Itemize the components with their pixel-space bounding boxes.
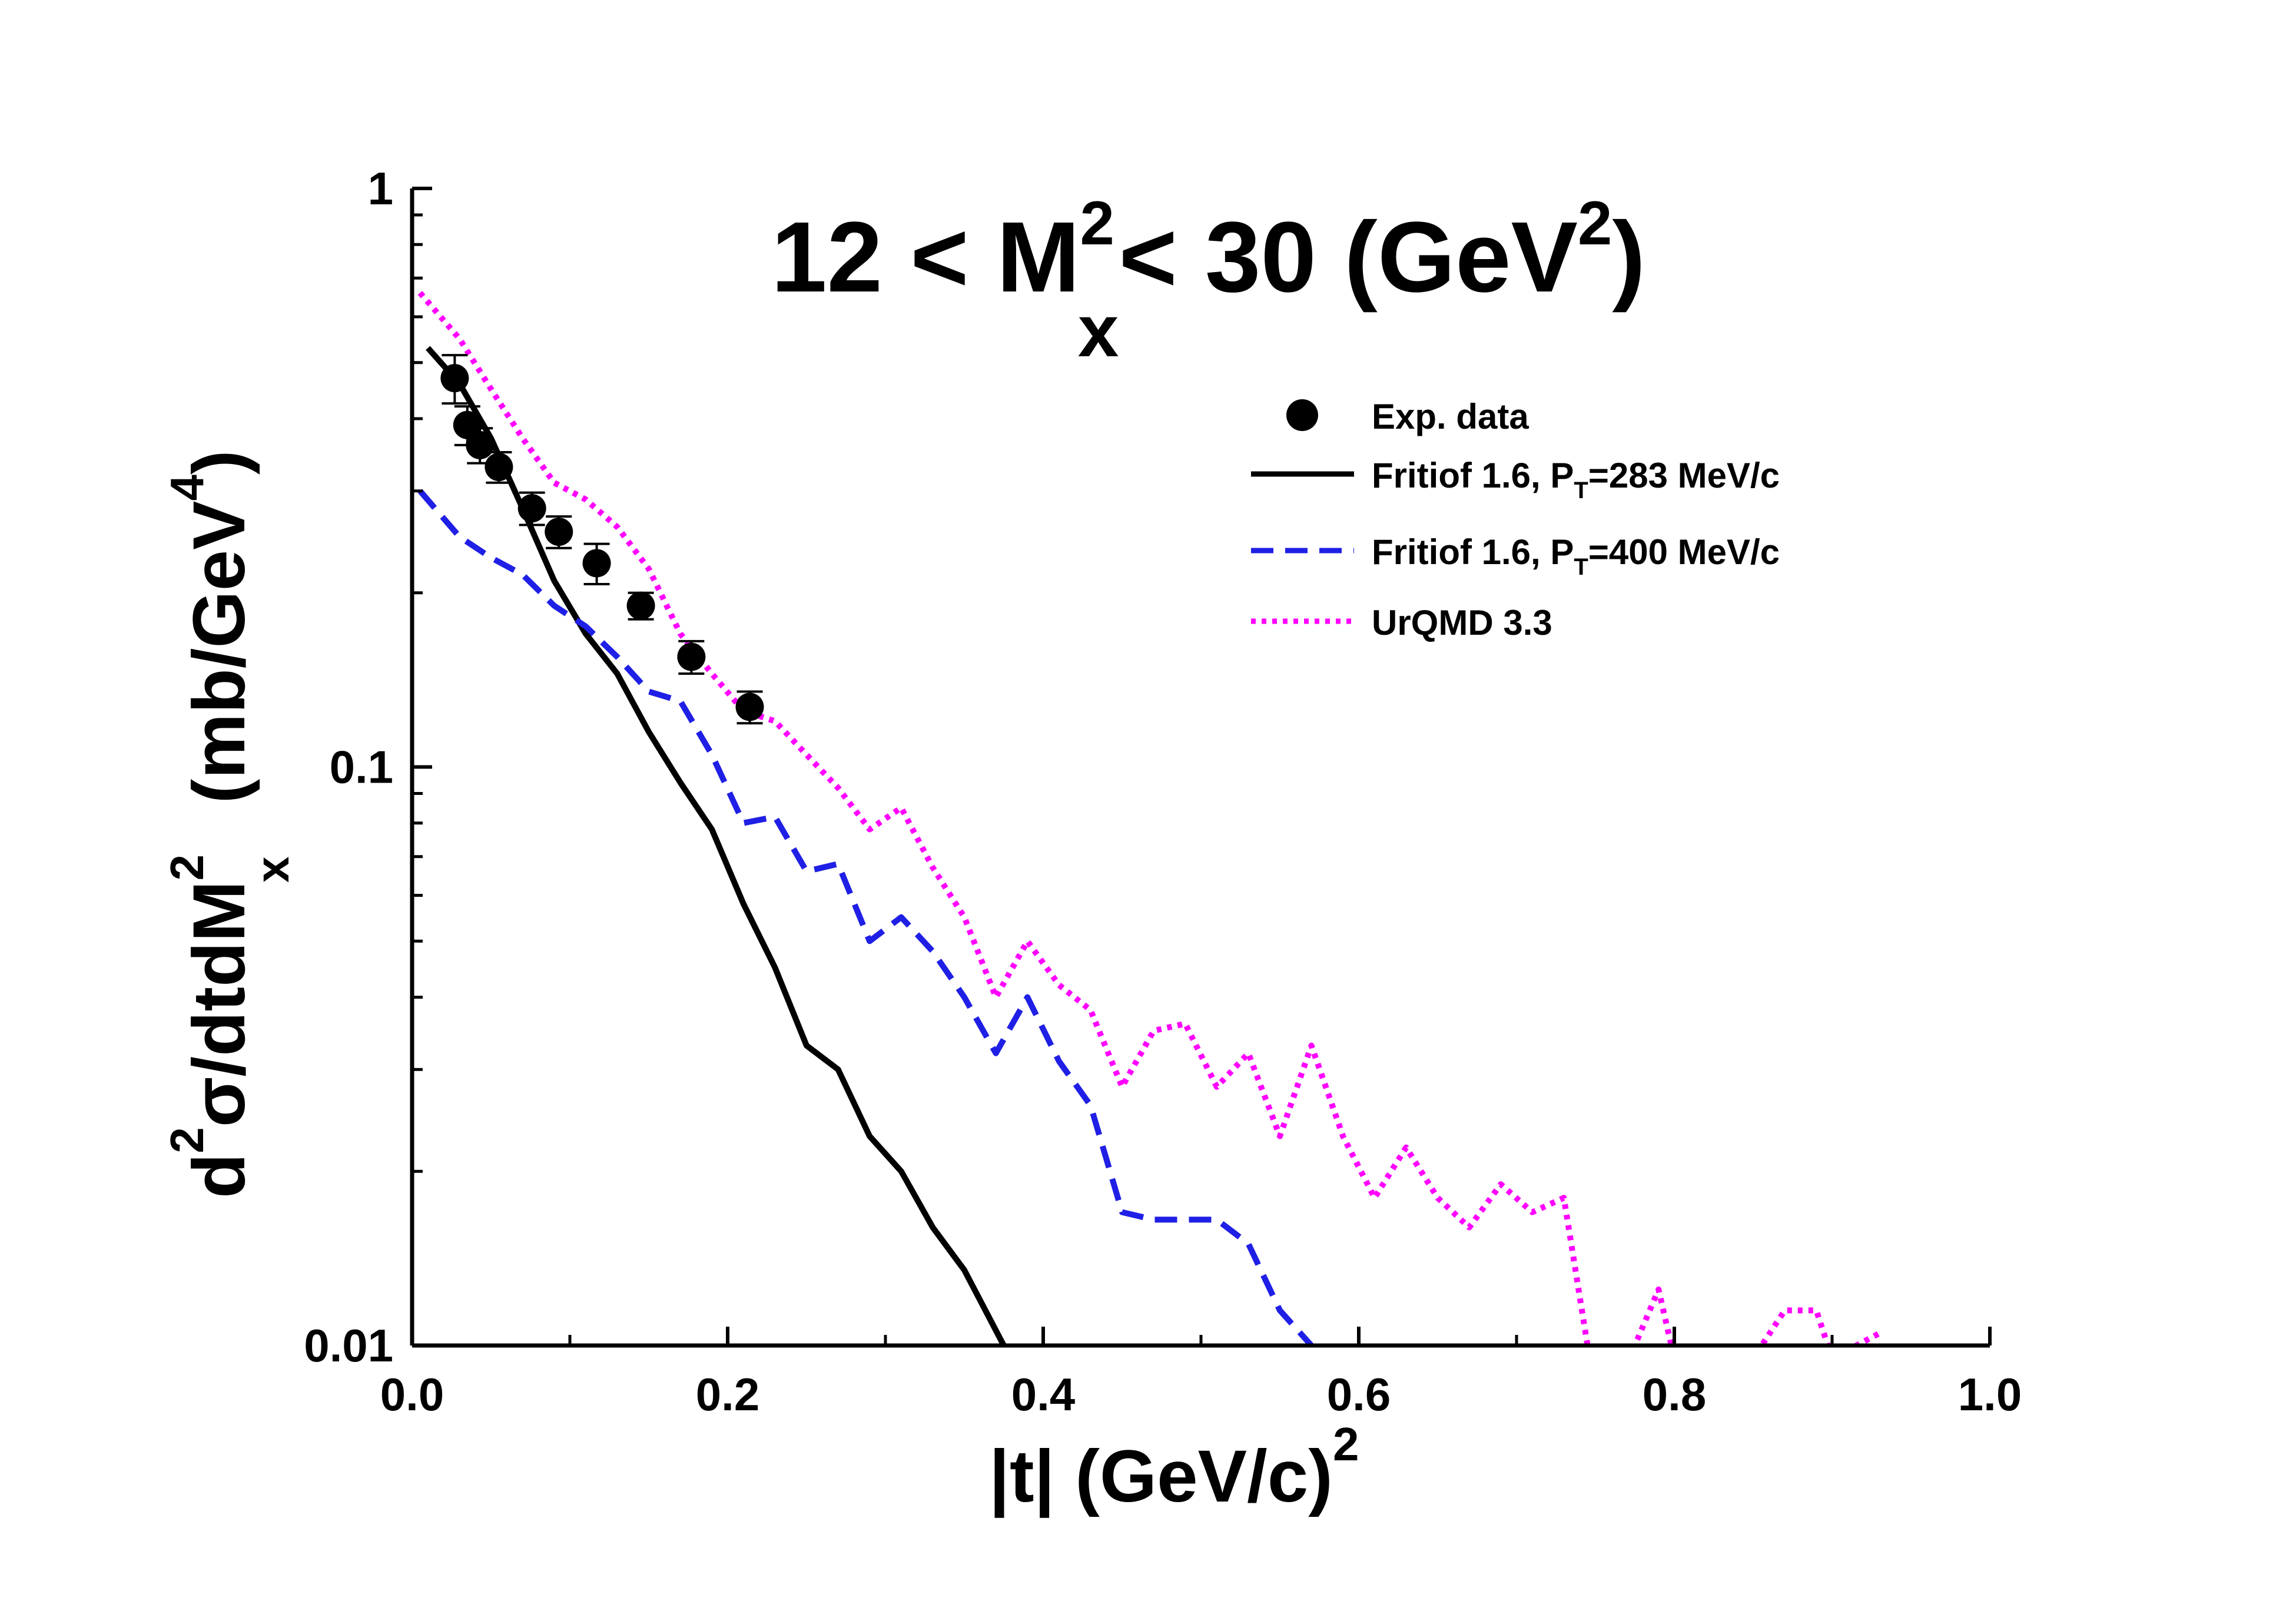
x-tick-label-3: 0.6: [1327, 1368, 1391, 1420]
data-point-0: [440, 364, 469, 392]
data-point-3: [485, 453, 513, 481]
data-point-8: [677, 642, 705, 671]
data-point-6: [583, 549, 611, 577]
x-tick-label-5: 1.0: [1958, 1368, 2022, 1420]
x-tick-label-4: 0.8: [1643, 1368, 1706, 1420]
data-point-5: [545, 518, 573, 546]
y-tick-label-1: 0.1: [330, 741, 393, 793]
legend-label-urqmd: UrQMD 3.3: [1372, 603, 1552, 642]
x-tick-label-1: 0.2: [696, 1368, 759, 1420]
data-point-9: [736, 693, 764, 721]
data-point-2: [466, 431, 494, 459]
chart: 12 < M2 x< 30 (GeV2) 0.0 0.2 0.4 0.6 0.8 1.00.…: [0, 0, 2296, 1604]
legend-marker-exp-data: [1286, 399, 1318, 431]
data-point-7: [627, 592, 655, 620]
x-tick-label-2: 0.4: [1011, 1368, 1075, 1420]
data-point-4: [518, 494, 546, 522]
legend-label-exp-data: Exp. data: [1372, 397, 1529, 436]
x-tick-label-0: 0.0: [380, 1368, 444, 1420]
y-tick-label-2: 1: [368, 163, 393, 214]
y-tick-label-0: 0.01: [304, 1320, 393, 1371]
